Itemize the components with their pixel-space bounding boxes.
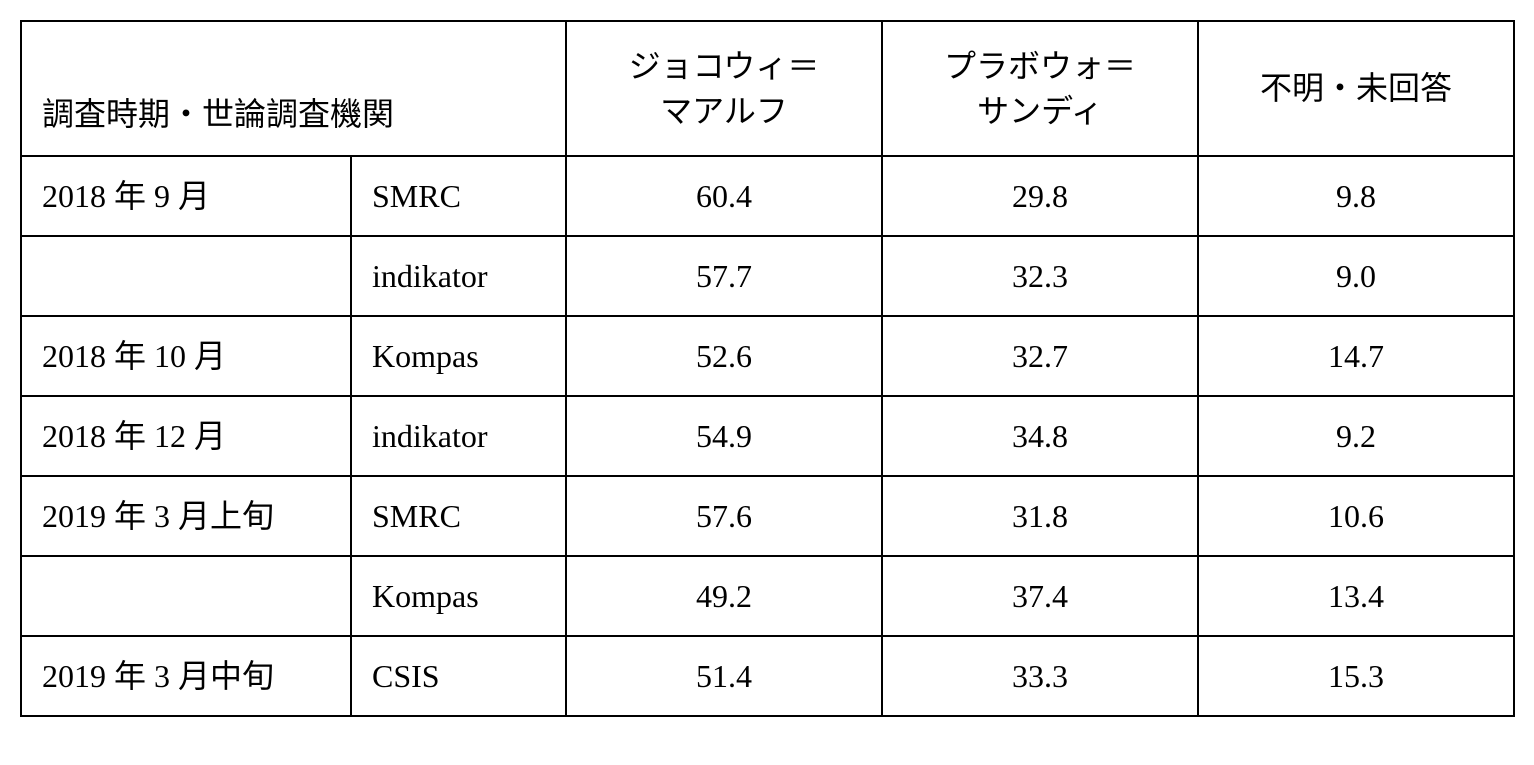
cell-period: [21, 236, 351, 316]
col-header-prabowo: プラボウォ＝ サンディ: [882, 21, 1198, 156]
poll-table: 調査時期・世論調査機関 ジョコウィ＝ マアルフ プラボウォ＝ サンディ 不明・未…: [20, 20, 1515, 717]
table-row: 2018 年 12 月 indikator 54.9 34.8 9.2: [21, 396, 1514, 476]
cell-jokowi: 52.6: [566, 316, 882, 396]
cell-org: SMRC: [351, 156, 566, 236]
table-row: indikator 57.7 32.3 9.0: [21, 236, 1514, 316]
table-row: Kompas 49.2 37.4 13.4: [21, 556, 1514, 636]
col-header-jokowi: ジョコウィ＝ マアルフ: [566, 21, 882, 156]
cell-prabowo: 37.4: [882, 556, 1198, 636]
table-row: 2018 年 9 月 SMRC 60.4 29.8 9.8: [21, 156, 1514, 236]
table-header-row: 調査時期・世論調査機関 ジョコウィ＝ マアルフ プラボウォ＝ サンディ 不明・未…: [21, 21, 1514, 156]
cell-org: CSIS: [351, 636, 566, 716]
cell-unknown: 14.7: [1198, 316, 1514, 396]
col-header-jokowi-line1: ジョコウィ＝: [587, 44, 861, 89]
cell-jokowi: 49.2: [566, 556, 882, 636]
cell-period: 2019 年 3 月上旬: [21, 476, 351, 556]
cell-period: 2018 年 12 月: [21, 396, 351, 476]
cell-org: Kompas: [351, 556, 566, 636]
cell-prabowo: 32.7: [882, 316, 1198, 396]
cell-unknown: 15.3: [1198, 636, 1514, 716]
table-row: 2019 年 3 月上旬 SMRC 57.6 31.8 10.6: [21, 476, 1514, 556]
col-header-prabowo-line1: プラボウォ＝: [903, 44, 1177, 89]
table-row: 2018 年 10 月 Kompas 52.6 32.7 14.7: [21, 316, 1514, 396]
cell-period: 2018 年 10 月: [21, 316, 351, 396]
col-header-jokowi-line2: マアルフ: [587, 89, 861, 134]
cell-unknown: 9.2: [1198, 396, 1514, 476]
cell-prabowo: 34.8: [882, 396, 1198, 476]
cell-prabowo: 32.3: [882, 236, 1198, 316]
col-header-unknown: 不明・未回答: [1198, 21, 1514, 156]
cell-period: [21, 556, 351, 636]
cell-jokowi: 60.4: [566, 156, 882, 236]
cell-prabowo: 31.8: [882, 476, 1198, 556]
col-header-prabowo-line2: サンディ: [903, 89, 1177, 134]
cell-unknown: 9.8: [1198, 156, 1514, 236]
col-header-period-org: 調査時期・世論調査機関: [21, 21, 566, 156]
cell-jokowi: 57.6: [566, 476, 882, 556]
cell-org: Kompas: [351, 316, 566, 396]
cell-period: 2019 年 3 月中旬: [21, 636, 351, 716]
cell-period: 2018 年 9 月: [21, 156, 351, 236]
cell-org: indikator: [351, 396, 566, 476]
table-row: 2019 年 3 月中旬 CSIS 51.4 33.3 15.3: [21, 636, 1514, 716]
cell-unknown: 10.6: [1198, 476, 1514, 556]
cell-unknown: 9.0: [1198, 236, 1514, 316]
cell-prabowo: 33.3: [882, 636, 1198, 716]
cell-jokowi: 57.7: [566, 236, 882, 316]
cell-jokowi: 51.4: [566, 636, 882, 716]
cell-prabowo: 29.8: [882, 156, 1198, 236]
cell-org: SMRC: [351, 476, 566, 556]
cell-unknown: 13.4: [1198, 556, 1514, 636]
cell-jokowi: 54.9: [566, 396, 882, 476]
cell-org: indikator: [351, 236, 566, 316]
